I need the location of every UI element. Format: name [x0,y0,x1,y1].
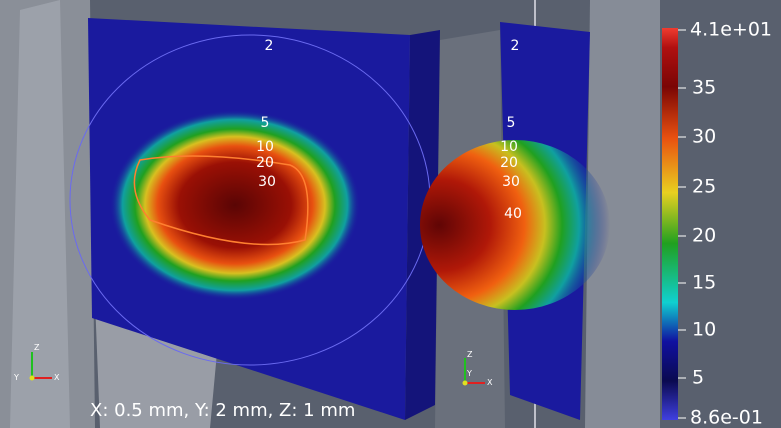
contour-label: 20 [500,155,518,171]
triad-label: Y [466,369,472,378]
contour-label: 5 [507,115,516,131]
contour-label: 2 [511,38,520,54]
colorbar-label: 10 [692,319,716,341]
colorbar-label: 20 [692,225,716,247]
colorbar-label: 5 [692,367,704,389]
contour-label: 5 [261,115,270,131]
contour-label: 20 [256,155,274,171]
viewport: 2 5 10 20 30 2 5 10 20 30 40 Z Y X Z Y X [0,0,781,428]
contour-label: 30 [258,174,276,190]
triad-label: Z [34,343,40,352]
contour-label: 2 [265,38,274,54]
colorbar-label: 15 [692,272,716,294]
contour-label: 10 [256,139,274,155]
triad-label: X [487,378,493,387]
colorbar-label: 25 [692,176,716,198]
triad-label: X [54,373,60,382]
colorbar-label: 35 [692,77,716,99]
caption: X: 0.5 mm, Y: 2 mm, Z: 1 mm [90,400,355,421]
contour-label: 40 [504,206,522,222]
contour-label: 30 [502,174,520,190]
colorbar: 4.1e+01 35 30 25 20 15 10 5 8.6e-01 [662,19,772,428]
colorbar-label: 4.1e+01 [690,19,772,41]
triad-label: Z [467,350,473,359]
colorbar-label: 8.6e-01 [690,407,763,428]
colorbar-label: 30 [692,126,716,148]
contour-label: 10 [500,139,518,155]
triad-label: Y [13,373,19,382]
